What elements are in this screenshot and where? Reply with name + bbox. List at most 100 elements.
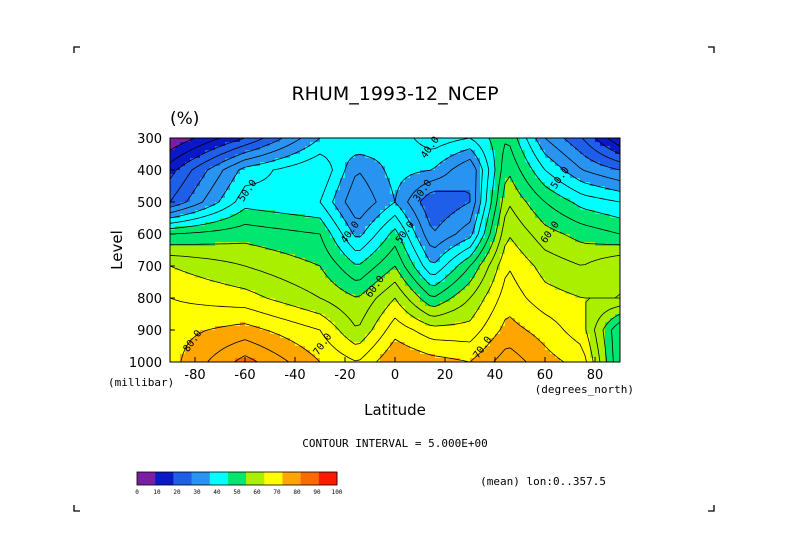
contour-cell (240, 198, 246, 203)
contour-cell (425, 178, 431, 183)
contour-cell (360, 326, 366, 331)
contour-cell (565, 182, 571, 187)
contour-cell (460, 318, 466, 323)
contour-cell (460, 334, 466, 339)
contour-cell (265, 358, 271, 362)
contour-cell (210, 170, 216, 175)
contour-cell (480, 218, 486, 223)
contour-cell (175, 154, 181, 159)
contour-cell (355, 314, 361, 319)
contour-cell (190, 138, 196, 143)
contour-cell (460, 338, 466, 343)
contour-cell (470, 342, 476, 347)
contour-cell (250, 222, 256, 227)
contour-cell (325, 310, 331, 315)
contour-cell (465, 226, 471, 231)
contour-cell (440, 270, 446, 275)
contour-cell (375, 226, 381, 231)
contour-cell (505, 178, 511, 183)
contour-cell (550, 246, 556, 251)
contour-cell (495, 338, 501, 343)
contour-cell (550, 178, 556, 183)
contour-cell (315, 338, 321, 343)
contour-cell (200, 254, 206, 259)
contour-cell (580, 230, 586, 235)
contour-cell (445, 334, 451, 339)
contour-cell (390, 170, 396, 175)
contour-cell (420, 242, 426, 247)
contour-cell (455, 318, 461, 323)
contour-cell (195, 262, 201, 267)
contour-cell (350, 214, 356, 219)
contour-cell (360, 270, 366, 275)
contour-cell (495, 314, 501, 319)
contour-cell (340, 166, 346, 171)
contour-cell (310, 230, 316, 235)
contour-cell (455, 278, 461, 283)
contour-cell (375, 282, 381, 287)
contour-cell (615, 234, 620, 239)
contour-cell (575, 162, 581, 167)
contour-cell (415, 150, 421, 155)
contour-cell (520, 166, 526, 171)
contour-cell (330, 194, 336, 199)
contour-cell (535, 302, 541, 307)
contour-cell (530, 306, 536, 311)
contour-cell (610, 266, 616, 271)
contour-cell (545, 274, 551, 279)
contour-cell (270, 326, 276, 331)
contour-cell (555, 154, 561, 159)
contour-cell (205, 254, 211, 259)
contour-cell (375, 218, 381, 223)
contour-cell (325, 222, 331, 227)
contour-cell (525, 342, 531, 347)
contour-cell (520, 262, 526, 267)
contour-cell (610, 298, 616, 303)
contour-cell (250, 214, 256, 219)
contour-cell (225, 210, 231, 215)
contour-cell (485, 350, 491, 355)
contour-cell (230, 142, 236, 147)
contour-cell (580, 334, 586, 339)
contour-cell (485, 230, 491, 235)
contour-cell (515, 242, 521, 247)
contour-cell (330, 142, 336, 147)
contour-cell (380, 190, 386, 195)
contour-cell (415, 250, 421, 255)
contour-cell (515, 150, 521, 155)
contour-cell (270, 302, 276, 307)
contour-cell (185, 238, 191, 243)
contour-cell (320, 326, 326, 331)
contour-cell (380, 166, 386, 171)
contour-cell (225, 294, 231, 299)
contour-cell (210, 154, 216, 159)
contour-cell (550, 162, 556, 167)
contour-cell (600, 354, 606, 359)
contour-cell (270, 146, 276, 151)
contour-cell (590, 286, 596, 291)
contour-cell (185, 226, 191, 231)
contour-cell (345, 318, 351, 323)
contour-cell (330, 310, 336, 315)
contour-cell (220, 202, 226, 207)
contour-cell (360, 302, 366, 307)
contour-cell (605, 294, 611, 299)
contour-cell (205, 154, 211, 159)
contour-cell (185, 346, 191, 351)
contour-cell (180, 282, 186, 287)
contour-cell (190, 334, 196, 339)
contour-cell (175, 330, 181, 335)
contour-cell (440, 258, 446, 263)
contour-cell (310, 330, 316, 335)
contour-cell (425, 298, 431, 303)
contour-cell (545, 150, 551, 155)
contour-cell (360, 210, 366, 215)
contour-cell (615, 206, 620, 211)
contour-cell (270, 250, 276, 255)
contour-cell (190, 202, 196, 207)
contour-cell (490, 282, 496, 287)
contour-cell (570, 330, 576, 335)
contour-cell (230, 218, 236, 223)
contour-cell (260, 158, 266, 163)
contour-cell (205, 138, 211, 143)
